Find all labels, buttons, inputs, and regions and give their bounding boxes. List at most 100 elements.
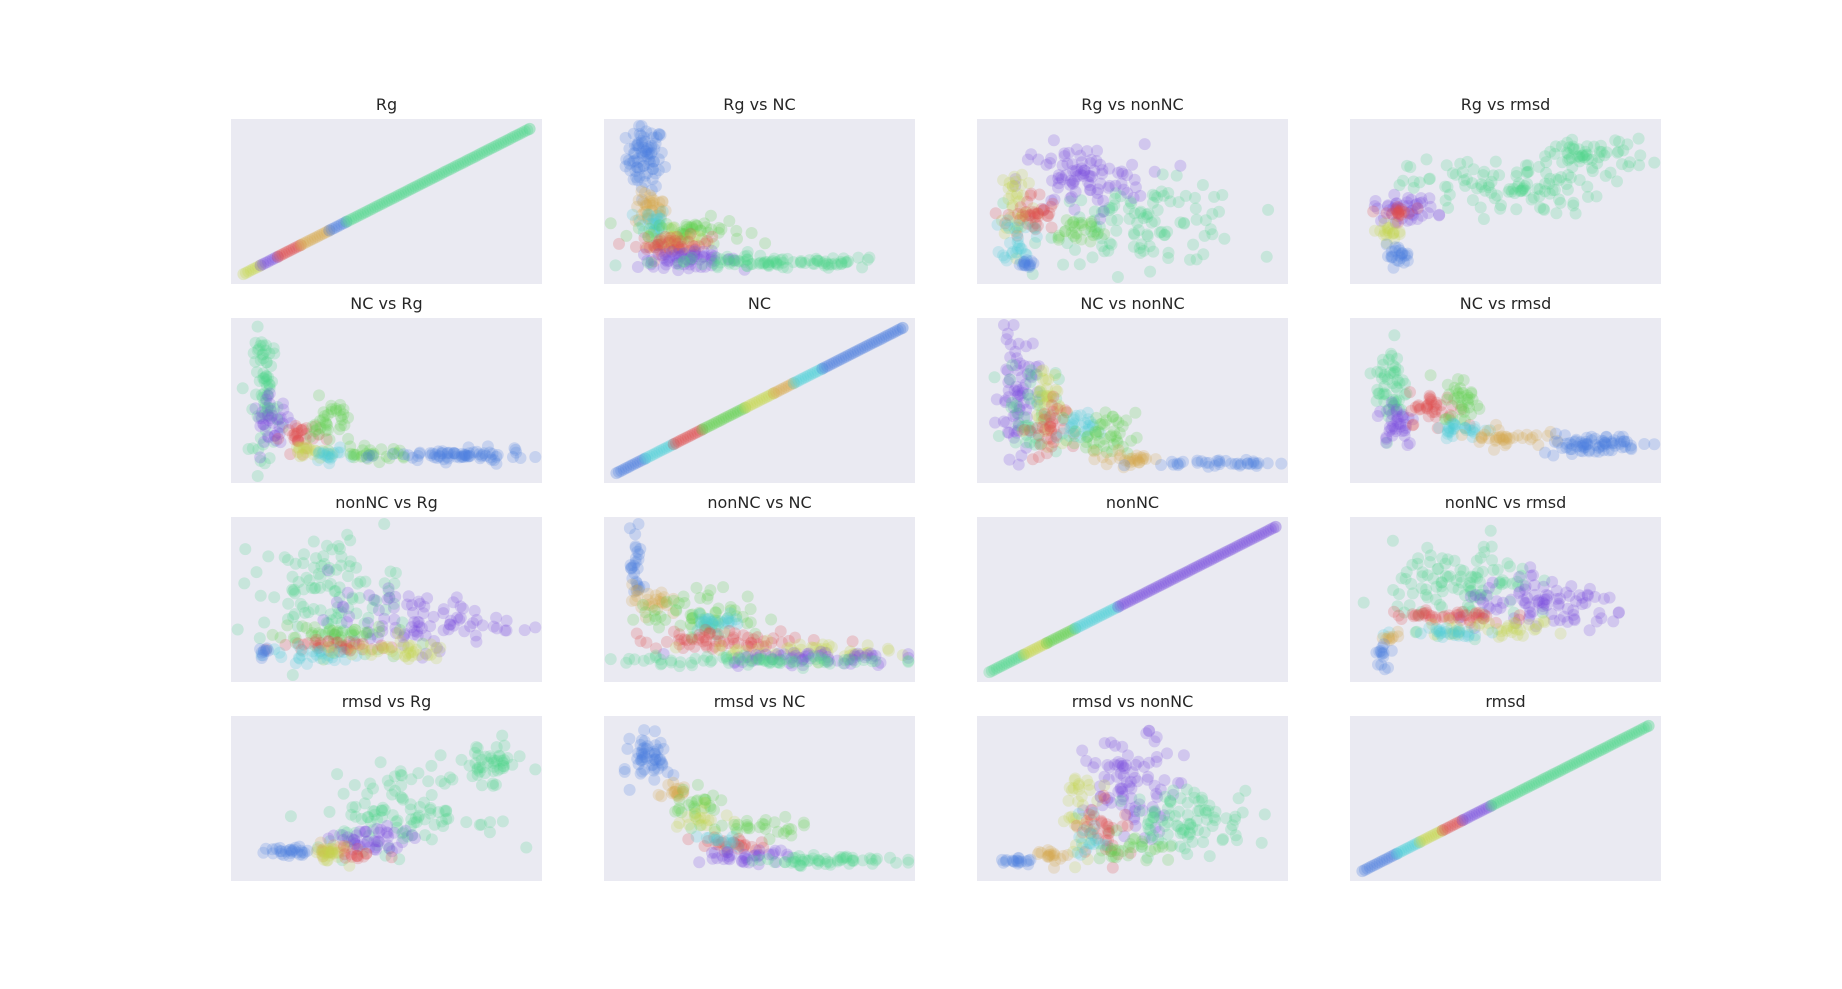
scatter-point [809,366,822,379]
scatter-point [723,215,736,227]
scatter-point [1492,424,1505,437]
scatter-point [328,585,341,598]
scatter-point [684,429,697,442]
panel-points [231,518,542,681]
scatter-point [1010,400,1023,412]
scatter-point [448,447,461,460]
scatter-point [770,256,783,268]
scatter-point [766,653,779,666]
panel-points [1357,524,1625,676]
scatter-point [1458,605,1470,618]
scatter-point [1549,767,1562,780]
scatter-point [1022,177,1035,190]
scatter-point [1117,461,1130,474]
scatter-point [670,436,682,449]
scatter-point [242,443,255,455]
scatter-point [786,659,799,672]
scatter-point [325,842,338,855]
scatter-point [1448,422,1460,435]
scatter-point [1407,175,1420,188]
scatter-point [1562,169,1575,181]
scatter-point [699,623,712,636]
scatter-point [1579,597,1592,609]
scatter-point [1371,202,1384,215]
scatter-point [669,785,682,798]
scatter-point [427,610,440,623]
scatter-point [371,645,384,658]
scatter-point [780,824,793,837]
scatter-point [1547,768,1560,781]
scatter-point [693,615,706,628]
scatter-point [656,205,669,218]
scatter-point [252,260,265,273]
scatter-point [768,856,781,869]
scatter-point [1137,212,1150,225]
scatter-point [653,128,666,140]
panel-14: rmsd vs nonNC [977,692,1288,881]
scatter-point [1103,162,1116,175]
scatter-point [812,854,825,867]
scatter-point [998,251,1011,264]
scatter-point [418,796,430,809]
scatter-point [317,653,330,666]
scatter-point [752,849,765,862]
scatter-point [1389,216,1402,229]
scatter-point [1491,623,1504,636]
scatter-point [397,639,410,651]
scatter-point [404,820,417,833]
scatter-point [1162,187,1175,199]
scatter-point [638,248,650,261]
scatter-point [326,628,339,641]
scatter-point [1025,364,1037,377]
scatter-point [1595,434,1608,447]
scatter-point [1193,804,1206,817]
scatter-point [818,654,831,666]
scatter-point [1464,590,1477,603]
scatter-point [1546,184,1559,197]
scatter-point [344,644,357,657]
scatter-point [326,651,339,664]
scatter-point [1076,826,1089,839]
scatter-point [1642,719,1655,732]
scatter-point [789,647,802,660]
scatter-point [777,261,789,274]
scatter-point [861,639,874,652]
scatter-point [1528,778,1541,790]
scatter-point [1491,563,1504,576]
scatter-point [1081,814,1093,827]
scatter-point [638,169,651,182]
scatter-point [1392,208,1405,221]
scatter-point [1122,202,1135,215]
scatter-point [1024,436,1036,449]
scatter-point [371,631,384,644]
scatter-point [1392,394,1405,407]
scatter-point [1381,373,1394,386]
scatter-point [529,621,542,634]
scatter-point [1106,839,1119,852]
scatter-point [284,810,297,823]
scatter-point [295,643,308,656]
scatter-point [418,600,431,613]
scatter-point [398,629,411,642]
scatter-point [648,255,661,268]
scatter-point [1419,609,1432,622]
scatter-point [1395,203,1408,216]
scatter-point [399,185,412,198]
scatter-point [1018,359,1031,372]
scatter-point [259,419,272,432]
scatter-point [781,642,794,655]
scatter-point [1101,840,1114,853]
scatter-point [1543,187,1556,200]
scatter-point [1406,608,1419,621]
scatter-point [344,555,357,568]
scatter-point [1466,431,1479,443]
scatter-point [765,256,778,269]
scatter-point [636,193,649,206]
scatter-point [271,250,284,263]
scatter-point [316,447,329,460]
scatter-point [1420,832,1433,845]
scatter-point [429,448,442,461]
scatter-point [254,643,267,656]
scatter-point [1406,839,1419,852]
scatter-point [316,228,329,241]
